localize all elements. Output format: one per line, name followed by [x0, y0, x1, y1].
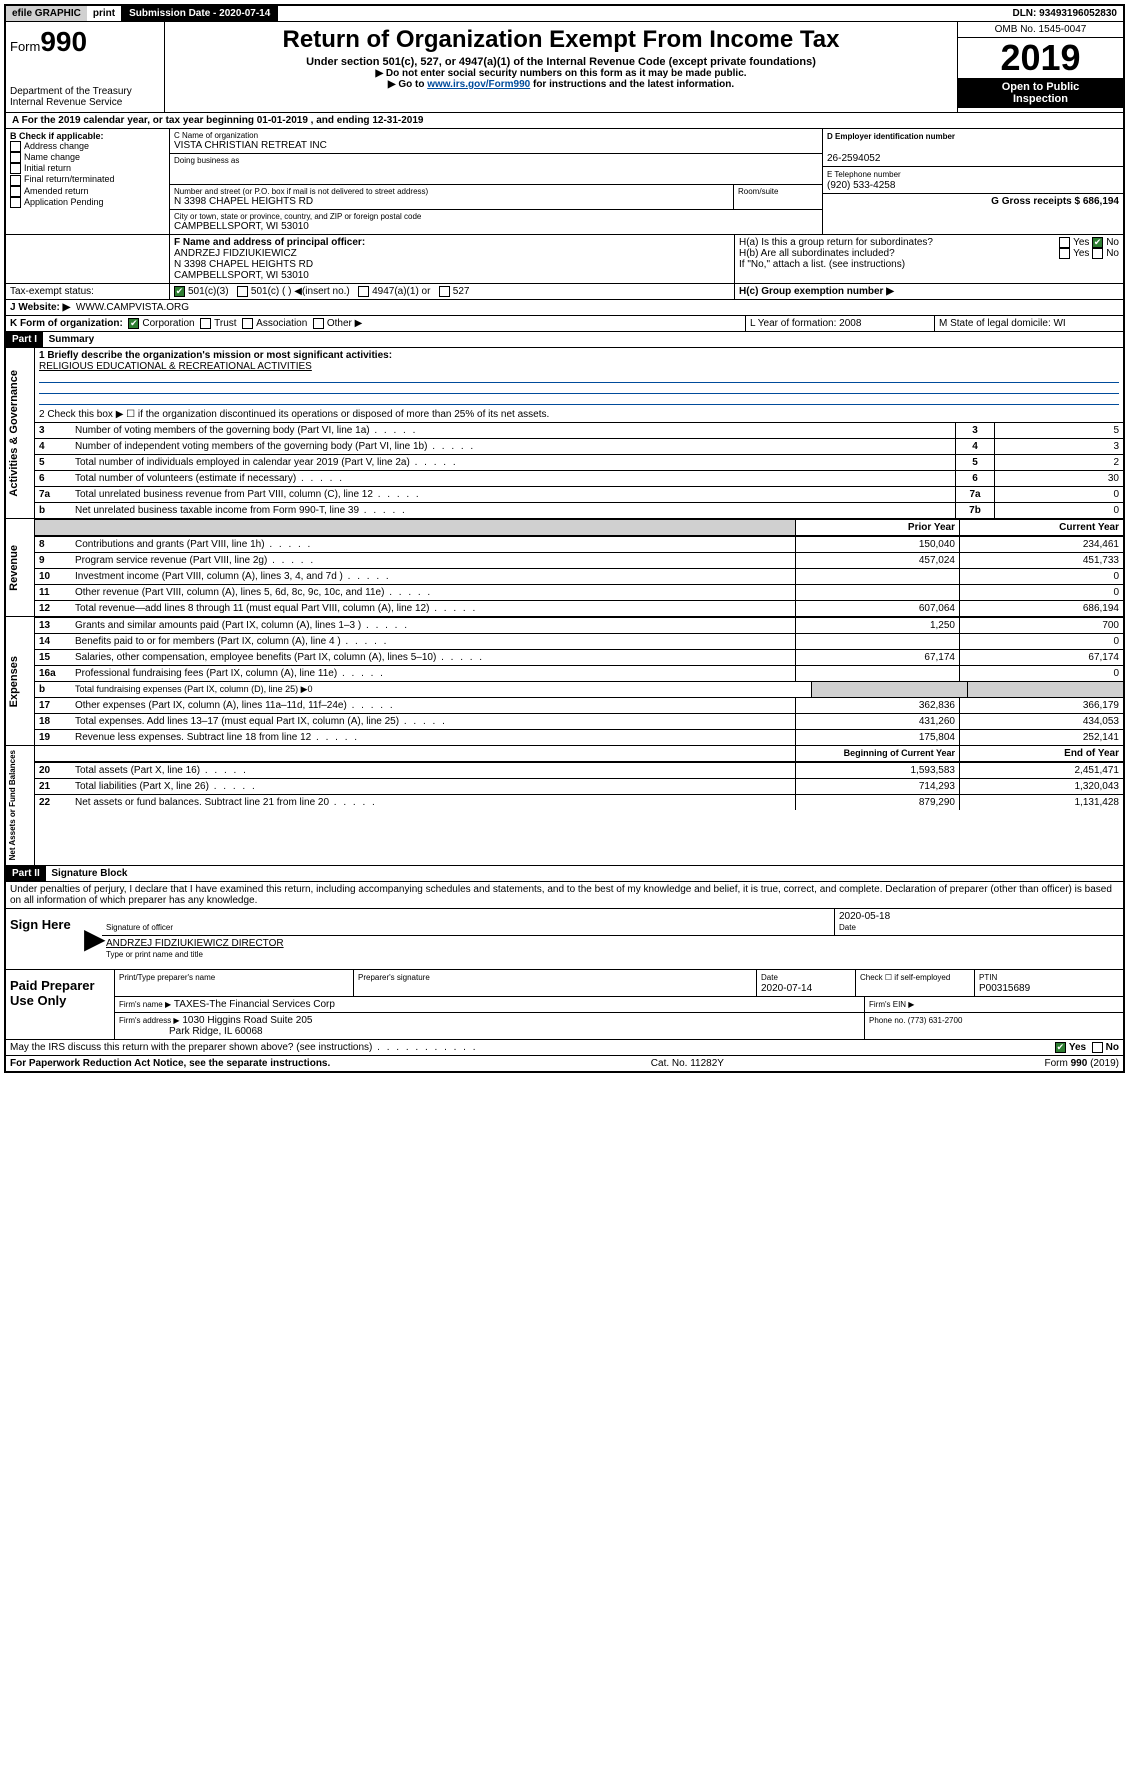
row-j: J Website: ▶ WWW.CAMPVISTA.ORG [6, 300, 1123, 316]
summary-row: 5Total number of individuals employed in… [35, 454, 1123, 470]
row-k: K Form of organization: Corporation Trus… [6, 316, 1123, 332]
data-row: 9Program service revenue (Part VIII, lin… [35, 552, 1123, 568]
part1-body: Activities & Governance 1 Briefly descri… [6, 348, 1123, 519]
data-row: 15Salaries, other compensation, employee… [35, 649, 1123, 665]
summary-row: 3Number of voting members of the governi… [35, 422, 1123, 438]
subtitle-3: ▶ Go to www.irs.gov/Form990 for instruct… [169, 79, 953, 90]
checkbox-item[interactable]: Application Pending [10, 197, 165, 208]
expenses-section: Expenses 13Grants and similar amounts pa… [6, 617, 1123, 746]
summary-row: 4Number of independent voting members of… [35, 438, 1123, 454]
gross-receipts: G Gross receipts $ 686,194 [991, 196, 1119, 207]
checkbox-item[interactable]: Initial return [10, 163, 165, 174]
dept: Department of the Treasury [10, 86, 160, 97]
col-de: D Employer identification number 26-2594… [822, 129, 1123, 234]
summary-row: 6Total number of volunteers (estimate if… [35, 470, 1123, 486]
part1-header: Part I Summary [6, 332, 1123, 348]
data-row: 22Net assets or fund balances. Subtract … [35, 794, 1123, 810]
ein: 26-2594052 [827, 153, 880, 164]
data-row: 12Total revenue—add lines 8 through 11 (… [35, 600, 1123, 616]
form-container: efile GRAPHIC print Submission Date - 20… [4, 4, 1125, 1073]
org-name: VISTA CHRISTIAN RETREAT INC [174, 140, 818, 151]
irs-link[interactable]: www.irs.gov/Form990 [427, 79, 530, 90]
header: Form990 Department of the Treasury Inter… [6, 22, 1123, 113]
form-title: Return of Organization Exempt From Incom… [169, 26, 953, 54]
net-section: Net Assets or Fund Balances Beginning of… [6, 746, 1123, 865]
top-bar: efile GRAPHIC print Submission Date - 20… [6, 6, 1123, 22]
checkbox-item[interactable]: Final return/terminated [10, 174, 165, 185]
data-row: 17Other expenses (Part IX, column (A), l… [35, 697, 1123, 713]
revenue-section: Revenue Prior Year Current Year 8Contrib… [6, 519, 1123, 617]
data-row: 8Contributions and grants (Part VIII, li… [35, 536, 1123, 552]
irs: Internal Revenue Service [10, 97, 160, 108]
header-left: Form990 Department of the Treasury Inter… [6, 22, 165, 112]
declaration: Under penalties of perjury, I declare th… [6, 882, 1123, 909]
open-inspection: Open to PublicInspection [958, 78, 1123, 108]
subtitle-1: Under section 501(c), 527, or 4947(a)(1)… [169, 56, 953, 68]
data-row: 13Grants and similar amounts paid (Part … [35, 617, 1123, 633]
data-row: 10Investment income (Part VIII, column (… [35, 568, 1123, 584]
row-i: Tax-exempt status: 501(c)(3) 501(c) ( ) … [6, 284, 1123, 300]
data-row: 21Total liabilities (Part X, line 26)714… [35, 778, 1123, 794]
row-fh: F Name and address of principal officer:… [6, 235, 1123, 284]
omb: OMB No. 1545-0047 [958, 22, 1123, 38]
paid-preparer: Paid Preparer Use Only Print/Type prepar… [6, 970, 1123, 1040]
part2-header: Part II Signature Block [6, 866, 1123, 882]
footer: For Paperwork Reduction Act Notice, see … [6, 1056, 1123, 1071]
summary-row: 7aTotal unrelated business revenue from … [35, 486, 1123, 502]
street: N 3398 CHAPEL HEIGHTS RD [174, 196, 729, 207]
efile-label: efile GRAPHIC [6, 6, 87, 21]
data-row: 20Total assets (Part X, line 16)1,593,58… [35, 762, 1123, 778]
checkbox-item[interactable]: Address change [10, 141, 165, 152]
col-f: F Name and address of principal officer:… [170, 235, 735, 283]
col-h: H(a) Is this a group return for subordin… [735, 235, 1123, 283]
data-row: 11Other revenue (Part VIII, column (A), … [35, 584, 1123, 600]
data-row: bTotal fundraising expenses (Part IX, co… [35, 681, 1123, 697]
discuss-row: May the IRS discuss this return with the… [6, 1040, 1123, 1056]
col-b: B Check if applicable: Address changeNam… [6, 129, 170, 234]
summary-row: bNet unrelated business taxable income f… [35, 502, 1123, 518]
data-row: 16aProfessional fundraising fees (Part I… [35, 665, 1123, 681]
data-row: 18Total expenses. Add lines 13–17 (must … [35, 713, 1123, 729]
sign-here: Sign Here ▶ Signature of officer 2020-05… [6, 909, 1123, 970]
header-center: Return of Organization Exempt From Incom… [165, 22, 957, 112]
dln: DLN: 93493196052830 [1006, 6, 1123, 21]
col-c: C Name of organization VISTA CHRISTIAN R… [170, 129, 822, 234]
subtitle-2: ▶ Do not enter social security numbers o… [169, 68, 953, 79]
print-link[interactable]: print [87, 6, 121, 21]
website: WWW.CAMPVISTA.ORG [76, 302, 189, 313]
data-row: 19Revenue less expenses. Subtract line 1… [35, 729, 1123, 745]
tax-year: 2019 [958, 38, 1123, 78]
block-bcde: B Check if applicable: Address changeNam… [6, 129, 1123, 235]
checkbox-item[interactable]: Name change [10, 152, 165, 163]
data-row: 14Benefits paid to or for members (Part … [35, 633, 1123, 649]
header-right: OMB No. 1545-0047 2019 Open to PublicIns… [957, 22, 1123, 112]
checkbox-item[interactable]: Amended return [10, 186, 165, 197]
city: CAMPBELLSPORT, WI 53010 [174, 221, 818, 232]
submission-date: Submission Date - 2020-07-14 [121, 6, 278, 21]
phone: (920) 533-4258 [827, 180, 895, 191]
row-a: A For the 2019 calendar year, or tax yea… [6, 113, 1123, 129]
